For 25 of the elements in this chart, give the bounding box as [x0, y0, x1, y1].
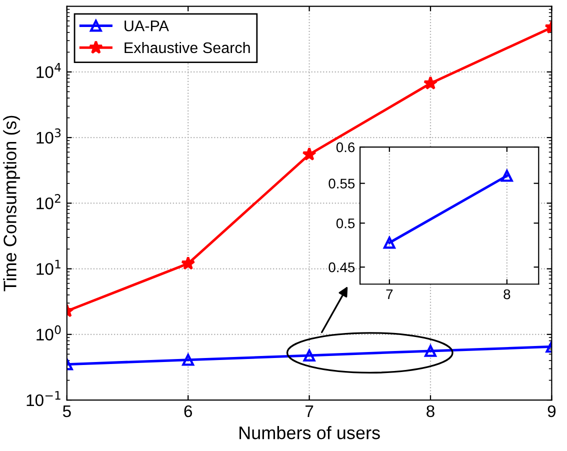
x-tick-label: 6: [184, 405, 192, 418]
point: [182, 354, 194, 366]
y-tick-label: 10$^{−1}$: [26, 391, 60, 406]
x-tick-label: 7: [306, 406, 314, 417]
x-tick-label: 9: [548, 405, 556, 418]
x-tick-label: 7: [386, 290, 393, 300]
x-axis-title: Numbers of users: [240, 426, 380, 440]
y-tick-label: 0.45: [328, 262, 355, 272]
y-tick-label: 10$^{2}$: [36, 194, 60, 210]
y-tick-label: 0.55: [328, 178, 355, 189]
x-tick-label: 8: [504, 289, 510, 300]
point: [302, 147, 316, 161]
y-tick-label: 10$^{4}$: [36, 62, 61, 78]
y-tick-label: 0.5: [336, 218, 355, 228]
y-tick-label: 0.6: [336, 142, 355, 152]
y-axis-title: Time Consumption (s): [3, 116, 20, 292]
legend-label: Exhaustive Search: [124, 42, 250, 54]
y-tick-label: 10$^{1}$: [36, 260, 60, 275]
point: [181, 256, 196, 270]
y-tick-label: 10$^{3}$: [36, 128, 61, 144]
point: [303, 350, 316, 362]
x-tick-label: 5: [62, 406, 71, 418]
x-tick-label: 8: [426, 405, 434, 418]
legend-label: UA-PA: [124, 20, 169, 32]
y-tick-label: 10$^{0}$: [36, 325, 61, 340]
